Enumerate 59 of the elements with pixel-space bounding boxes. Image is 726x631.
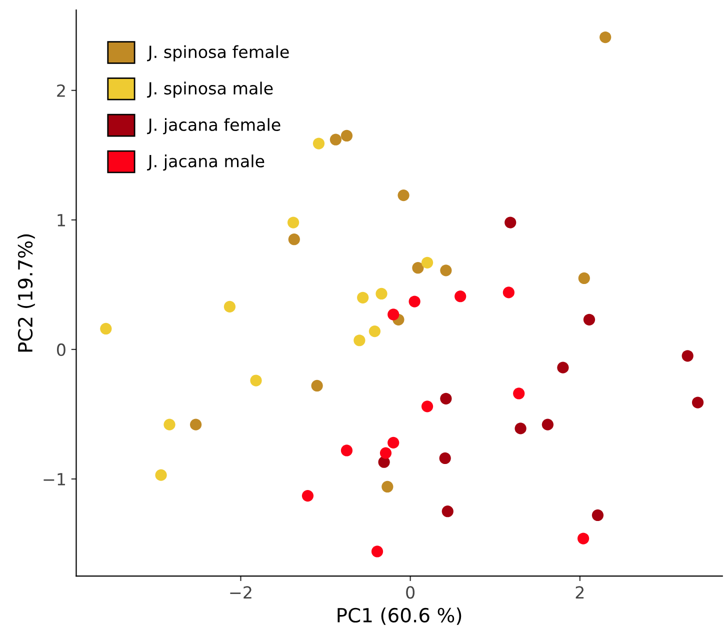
y-axis-title: PC2 (19.7%) [18, 234, 35, 352]
x-tick-label: −2 [230, 586, 252, 598]
point [357, 292, 369, 304]
point [513, 388, 525, 400]
point [388, 436, 400, 449]
point [583, 314, 596, 326]
point [330, 134, 342, 146]
point [454, 290, 466, 302]
point [368, 326, 381, 338]
point [190, 418, 202, 430]
point [388, 308, 400, 320]
point [288, 234, 300, 246]
point [302, 490, 314, 502]
point [311, 380, 323, 392]
point [600, 31, 612, 44]
point [408, 296, 420, 308]
point [439, 452, 451, 464]
point [354, 334, 366, 346]
point [421, 400, 434, 412]
point [440, 392, 452, 404]
point [412, 262, 424, 274]
point [504, 216, 516, 228]
point [100, 322, 112, 335]
point [287, 216, 300, 228]
y-tick-label: 0 [57, 343, 66, 356]
point [682, 350, 694, 362]
point [164, 418, 176, 430]
legend-label: J. spinosa female [147, 45, 289, 62]
point [250, 374, 262, 386]
point [442, 506, 454, 518]
point [380, 447, 392, 459]
y-tick-label: −1 [44, 473, 65, 486]
y-tick-label: 1 [58, 214, 65, 226]
point [382, 480, 394, 493]
point [592, 509, 604, 522]
y-tick-label: 2 [57, 84, 65, 97]
legend-label: J. spinosa male [147, 82, 273, 98]
x-axis-title: PC1 (60.6 %) [338, 608, 462, 625]
point [577, 532, 590, 544]
x-tick-label: 0 [406, 586, 415, 599]
point [440, 264, 452, 276]
point [224, 300, 236, 313]
point [578, 272, 590, 284]
point [371, 546, 384, 558]
point [557, 362, 569, 374]
point [421, 256, 434, 268]
point [398, 190, 410, 202]
point [340, 130, 353, 142]
point [692, 396, 704, 408]
x-tick-label: 2 [576, 586, 584, 598]
point [155, 469, 167, 481]
legend-label: J. jacana male [147, 154, 264, 171]
legend-label: J. jacana female [147, 118, 280, 134]
point [312, 138, 325, 150]
point [542, 418, 554, 430]
point [502, 286, 514, 298]
point [376, 288, 388, 300]
point [514, 422, 526, 434]
point [340, 444, 353, 456]
